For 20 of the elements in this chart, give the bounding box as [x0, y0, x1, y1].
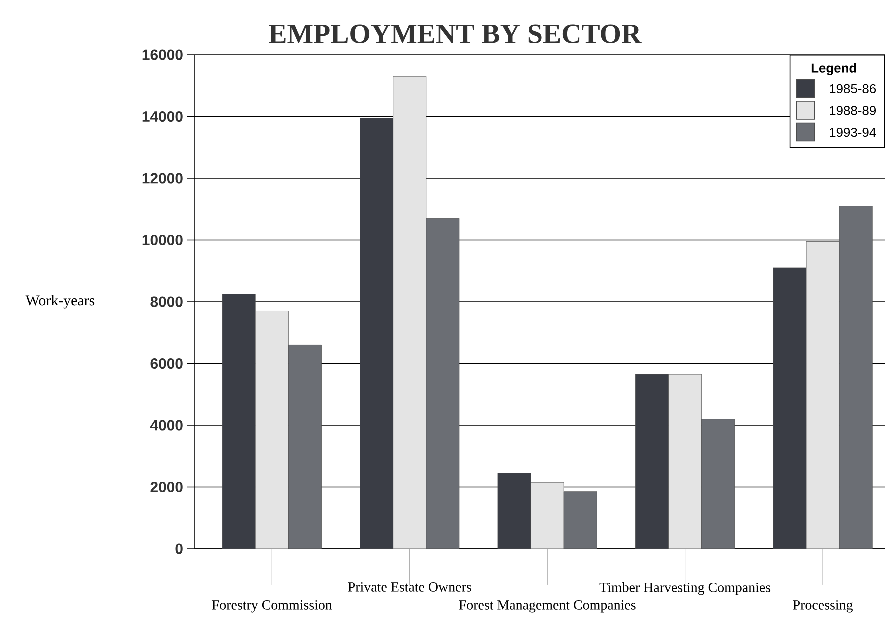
x-tick-label: Processing — [793, 600, 853, 613]
y-axis-title: Work-years — [26, 295, 95, 309]
y-tick-label: 10000 — [142, 234, 183, 246]
x-tick-label: Private Estate Owners — [348, 582, 472, 592]
y-tick-label: 8000 — [150, 296, 183, 308]
y-tick-label: 12000 — [142, 173, 183, 184]
legend-label: 1985-86 — [830, 84, 876, 94]
legend-title: Legend — [812, 63, 856, 76]
y-tick-label: 4000 — [150, 420, 183, 431]
legend-label: 1993-94 — [830, 128, 876, 138]
legend-label: 1988-89 — [830, 106, 876, 116]
x-tick-label: Timber Harvesting Companies — [600, 582, 771, 596]
y-tick-label: 2000 — [150, 482, 183, 493]
x-tick-label: Forestry Commission — [212, 600, 332, 613]
x-tick-label: Forest Management Companies — [459, 600, 636, 613]
y-tick-label: 14000 — [142, 111, 183, 122]
chart-title: EMPLOYMENT BY SECTOR — [269, 24, 642, 44]
y-tick-label: 16000 — [142, 50, 183, 60]
y-tick-label: 0 — [176, 544, 183, 554]
y-tick-label: 6000 — [150, 358, 183, 370]
